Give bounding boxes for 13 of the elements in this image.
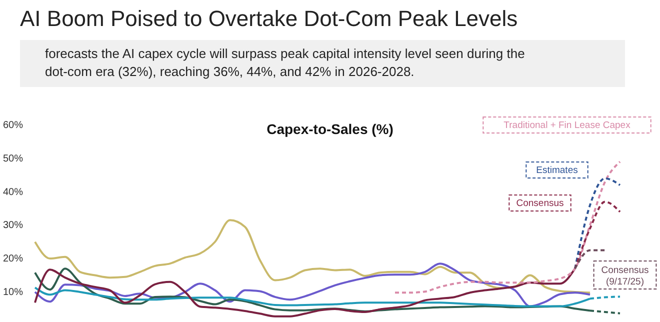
text: forecasts the AI capex cycle will surpass peak capital intensity level seen during the dot-com era (32%), reaching 36%, 44%, and 42% in 2026-2028.	[45, 46, 525, 79]
y-tick-label: 50%	[3, 153, 24, 164]
series-label: Consensus (9/17/25)	[601, 265, 650, 288]
y-tick-label: 60%	[3, 120, 24, 131]
y-tick-label: 40%	[3, 186, 24, 198]
y-tick-label: 20%	[3, 254, 24, 265]
y-tick-label: 30%	[3, 220, 24, 232]
chart-title: AI Boom Poised to Overtake Dot-Com Peak Levels	[20, 6, 518, 31]
text: Traditional + Fin Lease Capex	[504, 120, 631, 131]
text: Consensus	[516, 198, 564, 209]
text: Estimates	[536, 165, 578, 176]
chart-subtitle: Capex-to-Sales (%)	[266, 121, 394, 137]
y-tick-label: 10%	[3, 286, 24, 298]
